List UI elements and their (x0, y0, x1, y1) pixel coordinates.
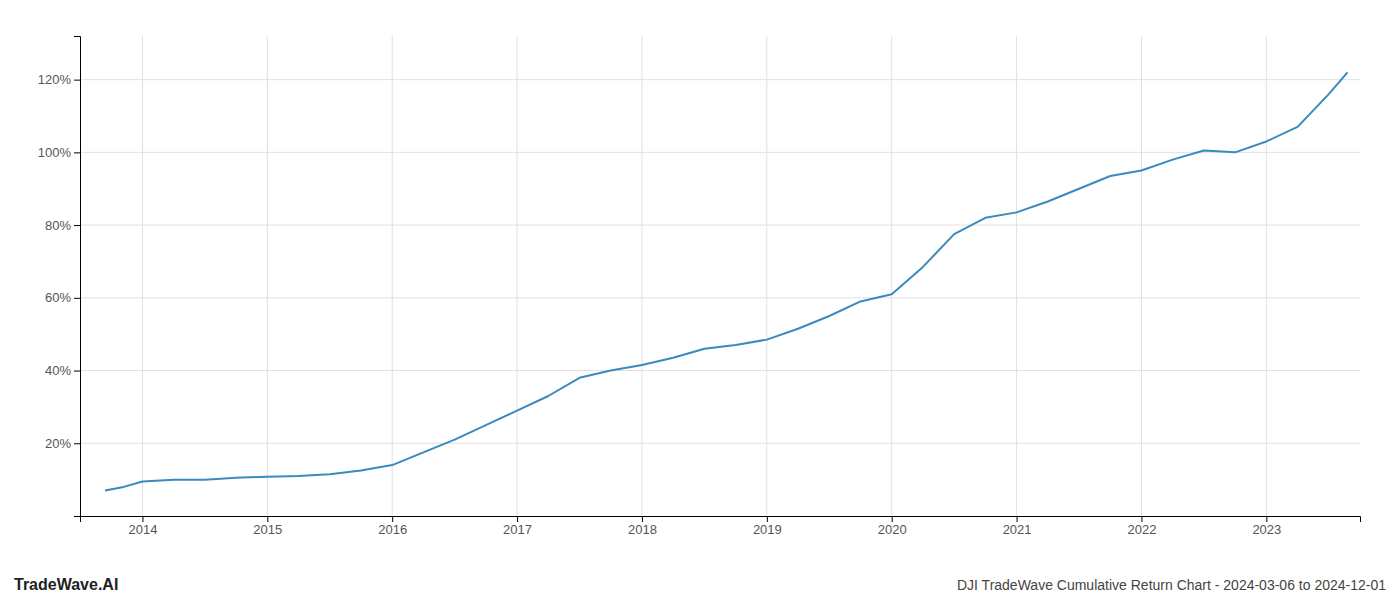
tick: 80% (45, 218, 80, 233)
axis-line (81, 517, 1361, 523)
grid-line (80, 79, 1360, 80)
tick-mark (1266, 516, 1267, 522)
tick-label: 2020 (878, 522, 907, 537)
tick-mark (74, 80, 80, 81)
tick: 100% (38, 145, 80, 160)
tick: 120% (38, 72, 80, 87)
tick-label: 60% (45, 290, 71, 305)
tick: 2022 (1128, 516, 1157, 537)
tick-mark (1141, 516, 1142, 522)
tick-label: 2017 (503, 522, 532, 537)
title: DJI TradeWave Cumulative Return Chart - … (957, 577, 1386, 593)
axis-line (74, 37, 81, 517)
tick-label: 2023 (1252, 522, 1281, 537)
grid-line (267, 36, 268, 516)
grid-line (641, 36, 642, 516)
tick-mark (267, 516, 268, 522)
tick-label: 2016 (378, 522, 407, 537)
grid-line (891, 36, 892, 516)
tick-mark (517, 516, 518, 522)
y-axis: 20% 40% 60% 80% 100% 120% (38, 37, 81, 517)
grid-line (80, 225, 1360, 226)
tick-mark (74, 225, 80, 226)
tick-mark (74, 443, 80, 444)
x-axis: 2014 2015 2016 2017 2018 2019 2020 2021 2022 2023 (81, 516, 1361, 537)
tick: 2020 (878, 516, 907, 537)
tick-label: 2021 (1003, 522, 1032, 537)
tick-label: 120% (38, 72, 72, 87)
tick: 2021 (1003, 516, 1032, 537)
tick: 2018 (628, 516, 657, 537)
tick: 2023 (1252, 516, 1281, 537)
line (105, 72, 1348, 490)
grid-line (517, 36, 518, 516)
tick-label: 100% (38, 145, 72, 160)
grid-line (392, 36, 393, 516)
tick-label: 2014 (128, 522, 157, 537)
tick-label: 2015 (253, 522, 282, 537)
tick: 40% (45, 363, 80, 378)
grid-line (80, 152, 1360, 153)
tick-mark (74, 298, 80, 299)
marks (105, 72, 1348, 490)
tick-mark (392, 516, 393, 522)
tick-mark (892, 516, 893, 522)
grid-line (80, 297, 1360, 298)
grid-line (1016, 36, 1017, 516)
plot: 2014 2015 2016 2017 2018 2019 2020 2021 2022 2023… (38, 36, 1361, 537)
grid-line (80, 443, 1360, 444)
tick: 2015 (253, 516, 282, 537)
tick-mark (74, 152, 80, 153)
tick-mark (767, 516, 768, 522)
tick-mark (642, 516, 643, 522)
tick: 60% (45, 290, 80, 305)
tick-label: 80% (45, 218, 71, 233)
tick-mark (1017, 516, 1018, 522)
watermark: TradeWave.AI (14, 576, 118, 593)
grid-line (1141, 36, 1142, 516)
tick: 2016 (378, 516, 407, 537)
grid-line (142, 36, 143, 516)
tick: 2017 (503, 516, 532, 537)
tick-mark (142, 516, 143, 522)
tick-label: 2018 (628, 522, 657, 537)
grid-line (1266, 36, 1267, 516)
tick: 2014 (128, 516, 157, 537)
chart: 2014 2015 2016 2017 2018 2019 2020 2021 2022 2023… (0, 0, 1400, 600)
tick: 2019 (753, 516, 782, 537)
grid (80, 36, 1360, 516)
tick-label: 20% (45, 436, 71, 451)
tick-label: 2019 (753, 522, 782, 537)
tick-mark (74, 371, 80, 372)
tick-label: 40% (45, 363, 71, 378)
grid-line (80, 370, 1360, 371)
tick: 20% (45, 436, 80, 451)
tick-label: 2022 (1128, 522, 1157, 537)
grid-line (766, 36, 767, 516)
